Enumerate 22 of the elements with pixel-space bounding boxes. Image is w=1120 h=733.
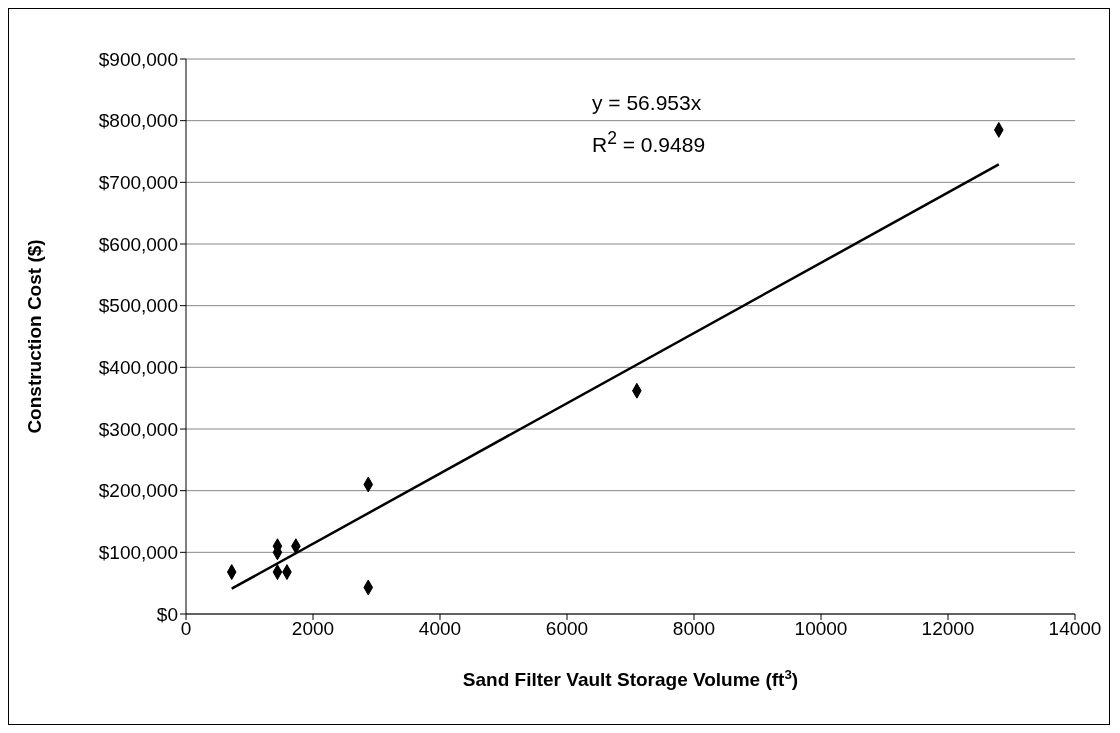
x-tick-label: 10000 (794, 618, 848, 640)
y-axis-title: Construction Cost ($) (24, 239, 45, 434)
annotation: y = 56.953x (592, 91, 702, 115)
y-tick-label: $600,000 (98, 233, 178, 255)
y-tick-label: $100,000 (98, 542, 178, 564)
x-tick-label: 6000 (545, 618, 589, 640)
annotation: R$^{2}$ = 0.9489 (592, 128, 706, 157)
x-tick-label: 12000 (921, 618, 975, 640)
x-tick-label: 4000 (418, 618, 462, 640)
y-tick-label: $500,000 (98, 295, 178, 317)
x-tick-label: 2000 (291, 618, 335, 640)
y-tick-label: $700,000 (98, 172, 178, 194)
y-tick-label: $800,000 (98, 110, 178, 132)
y-tick-label: $400,000 (98, 357, 178, 379)
x-tick-label: 0 (180, 618, 192, 640)
x-tick-label: 14000 (1048, 618, 1102, 640)
y-tick-label: $200,000 (98, 480, 178, 502)
x-axis-title: Sand Filter Vault Storage Volume (ft$^{3}$) (462, 666, 799, 690)
y-tick-label: $900,000 (98, 48, 178, 70)
x-tick-label: 8000 (672, 618, 716, 640)
y-tick-label: $300,000 (98, 418, 178, 440)
y-tick-label: $0 (156, 603, 178, 625)
